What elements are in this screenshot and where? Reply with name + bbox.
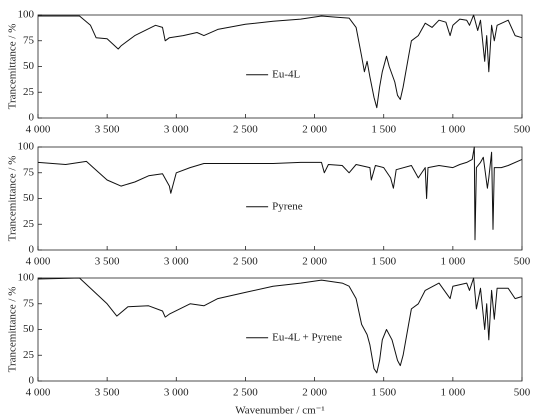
plot-frame: [37, 146, 523, 251]
y-tick-label: 25: [23, 349, 35, 361]
spectrum-line: [37, 146, 523, 241]
y-tick-label: 50: [23, 192, 35, 204]
y-tick-label: 50: [23, 323, 35, 335]
x-tick-label: 1 500: [371, 124, 396, 136]
y-tick-label: 75: [23, 34, 35, 46]
x-tick-label: 2 500: [233, 387, 258, 399]
x-tick-label: 4 000: [26, 124, 51, 136]
y-tick-label: 0: [29, 244, 35, 256]
y-tick-label: 100: [18, 141, 35, 153]
y-tick-label: 100: [18, 9, 35, 21]
y-tick-label: 100: [18, 272, 35, 284]
x-tick-label: 2 500: [233, 124, 258, 136]
y-axis-label: Trancemittance / %: [7, 24, 19, 110]
y-tick-label: 0: [29, 375, 35, 387]
x-tick-label: 500: [514, 387, 531, 399]
legend-label: Eu-4L: [272, 68, 300, 80]
x-tick-label: 3 000: [164, 387, 189, 399]
x-tick-label: 1 500: [371, 387, 396, 399]
x-tick-label: 2 000: [302, 124, 327, 136]
x-tick-label: 1 500: [371, 256, 396, 268]
legend-label: Eu-4L + Pyrene: [272, 331, 342, 343]
spectrum-line: [38, 14, 523, 109]
x-tick-label: 2 500: [233, 256, 258, 268]
x-tick-label: 3 500: [95, 124, 120, 136]
x-tick-label: 1 000: [440, 124, 465, 136]
x-tick-label: 3 000: [164, 124, 189, 136]
plot-frame: [37, 14, 523, 119]
x-tick-label: 500: [514, 124, 531, 136]
x-tick-label: 3 500: [95, 256, 120, 268]
x-axis-label: Wavenumber / cm⁻¹: [235, 405, 324, 417]
y-tick-label: 0: [29, 112, 35, 124]
x-tick-label: 4 000: [26, 387, 51, 399]
y-axis-label: Trancemittance / %: [7, 287, 19, 373]
plot-frame: [37, 277, 523, 382]
x-tick-label: 2 000: [302, 387, 327, 399]
y-tick-label: 75: [23, 166, 35, 178]
x-tick-label: 2 000: [302, 256, 327, 268]
x-tick-label: 3 500: [95, 387, 120, 399]
x-tick-label: 1 000: [440, 256, 465, 268]
y-tick-label: 50: [23, 60, 35, 72]
spectrum-line: [37, 277, 523, 374]
y-tick-label: 25: [23, 86, 35, 98]
x-tick-label: 3 000: [164, 256, 189, 268]
y-tick-label: 75: [23, 297, 35, 309]
x-tick-label: 500: [514, 256, 531, 268]
x-tick-label: 1 000: [440, 387, 465, 399]
x-tick-label: 4 000: [26, 256, 51, 268]
y-axis-label: Trancemittance / %: [7, 156, 19, 242]
legend-label: Pyrene: [272, 200, 303, 212]
y-tick-label: 25: [23, 218, 35, 230]
